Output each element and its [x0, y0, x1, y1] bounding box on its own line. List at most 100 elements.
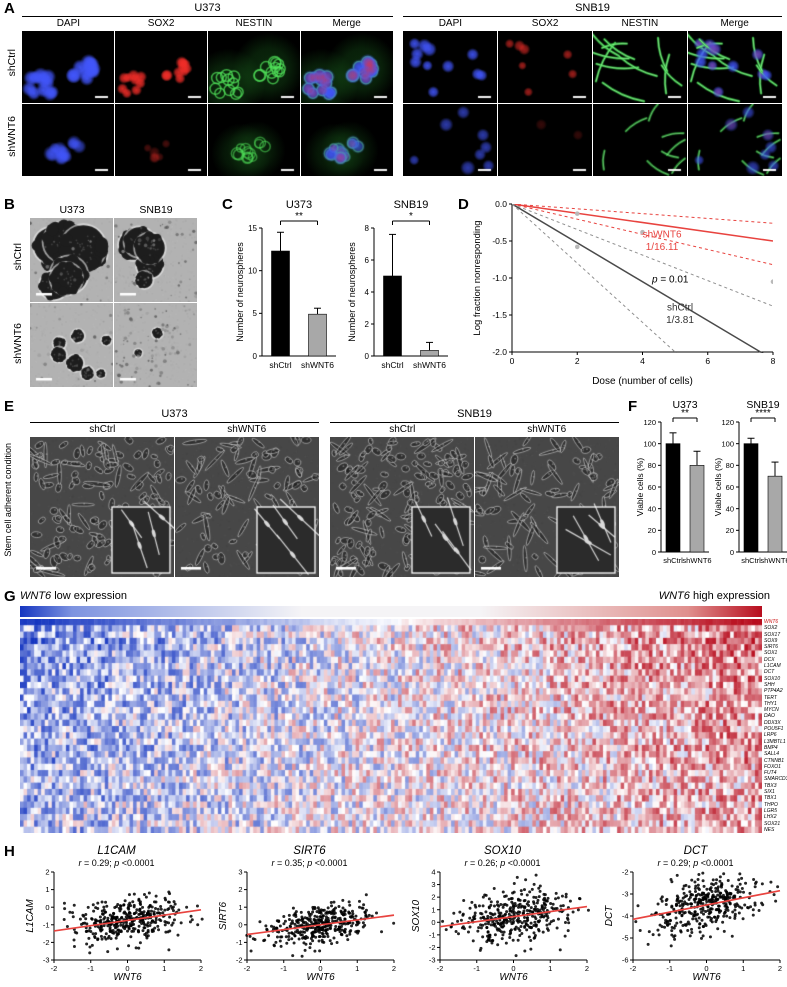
svg-text:shWNT6: shWNT6	[682, 556, 711, 565]
panel-e-u373-title: U373	[30, 408, 319, 423]
panel-e-u373-images	[30, 437, 319, 577]
svg-text:100: 100	[643, 439, 656, 448]
svg-text:0: 0	[125, 964, 129, 973]
gene-label-sox9: SOX9	[764, 637, 778, 644]
r-label: r	[464, 858, 468, 868]
scatter-sox10: SOX10 r = 0.26; p <0.0001 4 3 2 1 0 -1 -2 -3 -2-…	[410, 845, 595, 985]
svg-text:40: 40	[648, 504, 656, 513]
micrograph-snb19-shwnt6-dapi	[403, 104, 497, 176]
svg-text:60: 60	[726, 483, 734, 492]
svg-text:0: 0	[365, 352, 370, 361]
svg-text:2: 2	[365, 320, 370, 329]
micrograph-neurospheres-snb19-shctrl	[114, 218, 197, 302]
svg-text:U373: U373	[286, 199, 312, 211]
panel-e-group-u373: U373 shCtrl shWNT6	[30, 408, 319, 577]
svg-text:-0.5: -0.5	[492, 236, 507, 246]
svg-text:2: 2	[585, 964, 589, 973]
micrograph-u373-shctrl-merge	[301, 31, 393, 103]
panel-e-group-snb19: SNB19 shCtrl shWNT6	[330, 408, 619, 577]
p-label: p	[500, 858, 506, 868]
panel-e-side-label: Stem cell adherent condition	[3, 443, 13, 557]
panel-d-label: D	[458, 196, 469, 213]
svg-text:2: 2	[778, 964, 782, 973]
micrograph-adherent-u373-shctrl	[30, 437, 174, 577]
svg-text:100: 100	[721, 439, 734, 448]
svg-text:20: 20	[648, 526, 656, 535]
svg-text:80: 80	[726, 461, 734, 470]
panel-e-snb19-title: SNB19	[330, 408, 619, 423]
gene-label-sox2: SOX2	[764, 625, 778, 632]
p-value: <0.0001	[505, 858, 541, 868]
scatter-sirt6: SIRT6 r = 0.35; p <0.0001 3 2 1 0 -1 -2 -2 -1 0 1…	[217, 845, 402, 985]
gene-label-l1cam: L1CAM	[764, 663, 781, 670]
panel-a-group-snb19: SNB19 DAPI SOX2 NESTIN Merge	[403, 2, 782, 176]
gene-label-dao: DAO	[764, 713, 775, 720]
condition-label-shctrl: shCtrl	[389, 424, 416, 435]
p-label: p	[693, 858, 699, 868]
panel-a-u373-shwnt6-images	[22, 104, 393, 176]
svg-text:120: 120	[721, 418, 734, 427]
gene-label-dcx: DCX	[764, 656, 775, 663]
panel-a-row-label-shwnt6: shWNT6	[6, 116, 18, 157]
svg-F_SNB19: SNB19 0 20 40 60 80 100 120 Viable cells (%) shCt…	[713, 399, 787, 565]
r-value: = 0.29;	[660, 858, 694, 868]
svg-text:4: 4	[365, 288, 370, 297]
panel-a-snb19-shwnt6-images	[403, 104, 782, 176]
gene-label-dct: DCT	[764, 669, 775, 676]
svg-text:-2: -2	[43, 938, 50, 947]
gene-label-wnt6: WNT6	[764, 619, 779, 625]
svg-text:-2: -2	[437, 964, 444, 973]
correlation-stats: r = 0.26; p <0.0001	[410, 858, 595, 869]
svg-text:L1CAM: L1CAM	[25, 899, 36, 933]
gene-label-tbx3: TBX3	[764, 782, 777, 789]
svg-text:0: 0	[652, 548, 656, 557]
panel-b-shwnt6-row	[30, 303, 197, 387]
svg-text:-1: -1	[280, 964, 287, 973]
svg-text:60: 60	[648, 483, 656, 492]
svg-text:80: 80	[648, 461, 656, 470]
micrograph-snb19-shctrl-nestin	[593, 31, 687, 103]
gene-label-l3mbtl1: L3MBTL1	[764, 738, 786, 745]
gene-label-sox21: SOX21	[764, 820, 781, 827]
gene-label-lrp6: LRP6	[764, 732, 777, 739]
svg-text:-4: -4	[622, 912, 629, 921]
svg-text:-2: -2	[429, 943, 436, 952]
r-value: = 0.26;	[467, 858, 501, 868]
svg-text:-1: -1	[43, 920, 50, 929]
svg-text:0: 0	[431, 918, 435, 927]
svg-F_U373: U373 0 20 40 60 80 100 120 Viable cells (%) shCtr…	[635, 399, 712, 565]
svg-text:****: ****	[755, 408, 771, 419]
svg-text:Viable cells (%): Viable cells (%)	[635, 458, 645, 517]
micrograph-neurospheres-snb19-shwnt6	[114, 303, 197, 387]
correlation-stats: r = 0.29; p <0.0001	[603, 858, 787, 869]
svg-text:Dose (number of cells): Dose (number of cells)	[592, 376, 693, 387]
p-label: p	[114, 858, 120, 868]
svg-text:-1: -1	[236, 938, 243, 947]
scatter-title: SIRT6	[217, 845, 402, 858]
svg-text:WNT6: WNT6	[692, 972, 721, 982]
svg-text:8: 8	[365, 224, 370, 233]
panel-b-shctrl-row	[30, 218, 197, 302]
micrograph-u373-shwnt6-nestin	[208, 104, 300, 176]
gene-title: SOX10	[483, 845, 522, 857]
panel-a-snb19-title: SNB19	[403, 2, 782, 17]
svg-text:-3: -3	[429, 956, 436, 965]
svg-text:1: 1	[431, 905, 435, 914]
micrograph-snb19-shctrl-merge	[688, 31, 782, 103]
svg-text:**: **	[681, 408, 689, 419]
scatter-plot-area: -2 -3 -4 -5 -6 -2 -1 0 1 2 DCT WNT6	[603, 868, 787, 987]
panel-e-snb19-conditions: shCtrl shWNT6	[330, 423, 619, 436]
gene-label-ctnnb1: CTNNB1	[764, 757, 785, 764]
condition-label-shwnt6: shWNT6	[527, 424, 567, 435]
scatter-title: DCT	[603, 845, 787, 858]
channel-label-dapi: DAPI	[438, 18, 463, 29]
panel-a-label: A	[4, 0, 15, 17]
gene-label-tbx1: TBX1	[764, 795, 777, 802]
gene-label-ptp4a2: PTP4A2	[764, 688, 783, 695]
svg-text:shCtrl: shCtrl	[381, 360, 403, 370]
svg-text:-2: -2	[51, 964, 58, 973]
